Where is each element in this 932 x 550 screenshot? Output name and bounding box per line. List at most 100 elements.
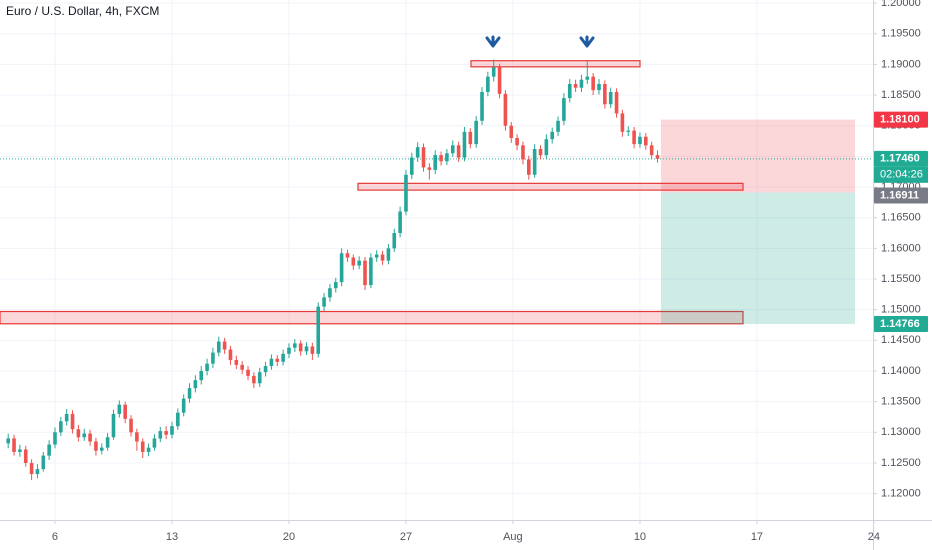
- arrow: [579, 35, 595, 48]
- candle-body: [433, 155, 438, 170]
- candle-body: [527, 159, 531, 175]
- candle-body: [298, 343, 303, 352]
- zone: [470, 60, 641, 68]
- y-tick-label: 1.13000: [881, 426, 921, 438]
- candle-body: [316, 306, 321, 354]
- y-tick-label: 1.14000: [881, 365, 921, 377]
- candle-body: [556, 120, 560, 132]
- candle-body: [310, 346, 315, 354]
- candle-body: [111, 413, 116, 438]
- candle-body: [170, 426, 174, 435]
- countdown: 02:04:26: [880, 169, 923, 181]
- candle-body: [591, 76, 595, 91]
- candle-body: [140, 441, 145, 452]
- candle-body: [129, 418, 133, 433]
- candle-body: [550, 131, 555, 140]
- candle-body: [105, 437, 110, 448]
- candle-body: [439, 155, 443, 162]
- y-tick-label: 1.16500: [881, 212, 921, 224]
- zone: [357, 182, 744, 191]
- candle-body: [211, 352, 215, 364]
- candle-body: [562, 98, 566, 121]
- x-tick-label: 27: [400, 531, 412, 543]
- candle-body: [82, 433, 87, 438]
- candle-body: [655, 155, 660, 159]
- candle-body: [486, 76, 490, 92]
- countdown-bg: [874, 166, 928, 183]
- candle-body: [544, 139, 549, 156]
- candle-body: [427, 167, 432, 170]
- candle-body: [579, 79, 584, 88]
- price-marker-label: 1.17460: [880, 153, 920, 165]
- candle-body: [445, 153, 449, 162]
- candle-body: [199, 370, 204, 381]
- candle-body: [187, 388, 192, 399]
- arrow: [485, 35, 501, 48]
- y-tick-label: 1.14500: [881, 334, 921, 346]
- candle-body: [76, 429, 81, 438]
- candle-body: [351, 257, 356, 266]
- candle-body: [532, 149, 537, 175]
- candle-body: [503, 93, 508, 126]
- y-tick-label: 1.12500: [881, 457, 921, 469]
- target-zone: [661, 192, 855, 325]
- candle-body: [392, 233, 397, 249]
- candle-body: [18, 449, 22, 452]
- y-tick-label: 1.13500: [881, 396, 921, 408]
- candle-body: [252, 375, 256, 384]
- candle-body: [29, 462, 34, 475]
- candle-body: [222, 341, 227, 350]
- candle-body: [152, 438, 157, 448]
- candle-body: [480, 91, 484, 121]
- candle-body: [275, 358, 280, 362]
- candle-body: [193, 380, 198, 389]
- candle-body: [181, 398, 186, 413]
- candle-body: [649, 145, 654, 156]
- candle-body: [164, 431, 168, 435]
- candle-body: [538, 149, 543, 156]
- candle-body: [123, 404, 127, 419]
- candle-body: [328, 288, 332, 298]
- candle-body: [509, 125, 514, 138]
- candle-body: [614, 91, 619, 114]
- candle-body: [632, 130, 636, 145]
- candle-body: [380, 254, 385, 261]
- candle-body: [41, 455, 46, 470]
- y-tick-label: 1.15500: [881, 273, 921, 285]
- candle-body: [228, 349, 233, 360]
- y-tick-label: 1.16000: [881, 242, 921, 254]
- candle-body: [12, 438, 16, 452]
- price-marker-label: 1.16911: [880, 189, 919, 201]
- candle-body: [234, 359, 239, 365]
- candle-body: [491, 67, 496, 77]
- candle-body: [608, 91, 613, 105]
- grid: [0, 0, 875, 520]
- candle-body: [53, 432, 57, 445]
- drawings: [0, 60, 873, 325]
- candle-body: [398, 211, 402, 234]
- candle-body: [88, 433, 92, 442]
- candle-body: [281, 353, 285, 362]
- candle-body: [146, 447, 151, 452]
- candle-body: [117, 404, 122, 414]
- candle-body: [474, 120, 478, 145]
- candle-body: [573, 84, 578, 88]
- chart-title: Euro / U.S. Dollar, 4h, FXCM: [6, 4, 159, 18]
- candle-body: [567, 84, 572, 99]
- candle-body: [644, 136, 648, 146]
- y-tick-label: 1.19000: [881, 58, 921, 70]
- candle-body: [257, 372, 262, 384]
- candle-body: [369, 257, 373, 286]
- candle-body: [23, 449, 28, 463]
- price-marker: [874, 187, 928, 204]
- candle-body: [638, 136, 642, 145]
- x-tick-label: 24: [868, 531, 880, 543]
- candle-body: [47, 444, 51, 456]
- candle-body: [99, 447, 104, 451]
- candle-body: [468, 131, 473, 145]
- candle-body: [70, 413, 75, 430]
- x-tick-label: Aug: [503, 531, 523, 543]
- price-marker: [874, 316, 928, 333]
